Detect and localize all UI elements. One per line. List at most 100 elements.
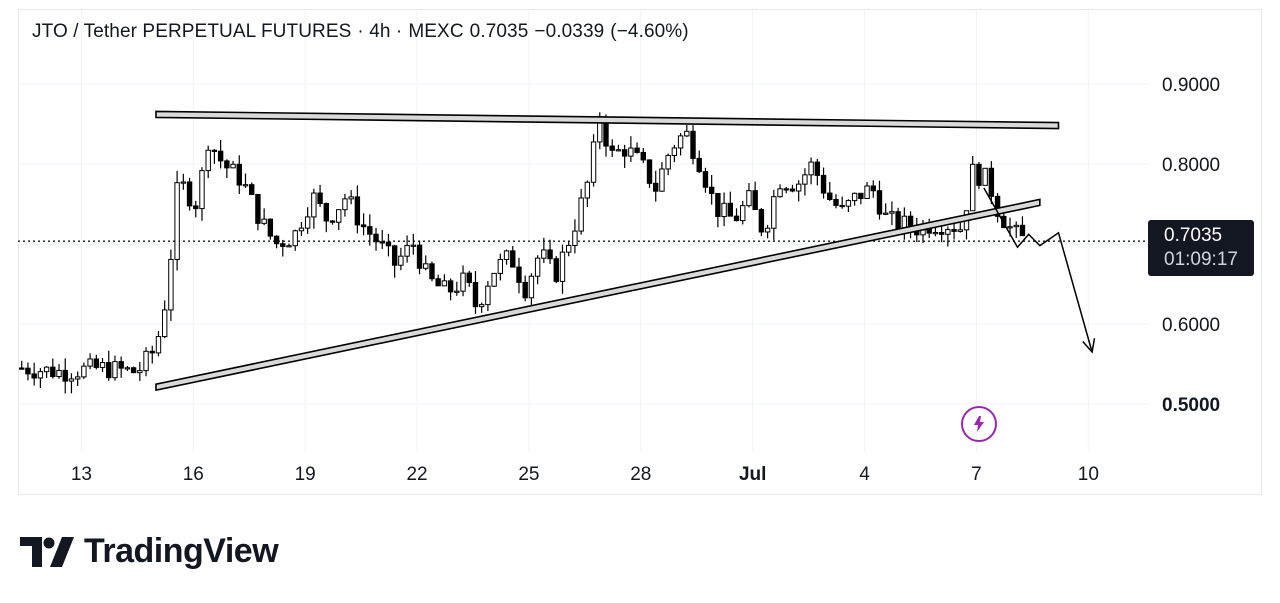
candle-body [640, 151, 646, 161]
candle-body [56, 369, 62, 378]
symbol-name[interactable]: JTO / Tether PERPETUAL FUTURES [32, 21, 352, 42]
candle-body [789, 188, 796, 192]
candle-body [621, 149, 628, 157]
candle-body [62, 369, 68, 382]
candle-body [497, 259, 504, 274]
candle-body [566, 244, 572, 253]
candle-body [615, 149, 622, 152]
candle-body [360, 224, 367, 228]
tradingview-logo-icon [20, 536, 74, 567]
candle-body [441, 280, 448, 287]
candle-body [858, 192, 864, 199]
tradingview-logo[interactable]: TradingView [20, 532, 279, 571]
x-tick-label: 16 [183, 464, 204, 485]
candle-body [404, 244, 410, 257]
candle-body [752, 190, 758, 211]
candle-body [485, 285, 491, 306]
x-tick-label: 22 [406, 464, 427, 485]
candle-body [286, 245, 292, 248]
candle-body [746, 190, 752, 207]
candle-body [708, 186, 715, 194]
candle-body [99, 362, 106, 368]
interval-label[interactable]: · 4h · [357, 21, 403, 42]
y-tick-label: 0.6000 [1162, 315, 1220, 336]
candle-body [814, 161, 821, 176]
candle-body [367, 226, 373, 235]
candle-body [466, 272, 472, 283]
candle-body [74, 376, 81, 380]
candle-body [143, 350, 149, 372]
candle-body [186, 181, 193, 207]
candle-body [106, 362, 112, 379]
candle-body [553, 258, 559, 282]
candle-body [740, 205, 746, 222]
candle-body [783, 188, 789, 191]
candle-body [851, 192, 858, 202]
candle-body [31, 373, 37, 379]
y-tick-label: 0.5000 [1162, 395, 1220, 416]
last-price-value: 0.7035 [1164, 225, 1223, 246]
chart-header: JTO / Tether PERPETUAL FUTURES · 4h · MEXC… [32, 21, 695, 43]
candle-body [510, 250, 516, 268]
candle-body [255, 193, 261, 224]
candle-body [261, 218, 267, 224]
candle-body [696, 157, 702, 173]
candle-body [180, 181, 187, 184]
candle-body [839, 204, 845, 208]
candle-body [391, 245, 398, 266]
candle-body [336, 209, 342, 223]
candle-body [292, 230, 298, 247]
candle-body [410, 244, 417, 247]
candle-body [199, 170, 205, 210]
candle-body [224, 160, 230, 169]
candle-body [864, 185, 870, 199]
x-tick-label: 10 [1078, 464, 1099, 485]
y-tick-label: 0.9000 [1162, 75, 1220, 96]
x-tick-label: 7 [971, 464, 982, 485]
candle-body [311, 192, 317, 218]
projection-arrowhead [1082, 338, 1096, 354]
x-tick-label: 25 [518, 464, 539, 485]
candle-body [68, 378, 75, 382]
candle-body [298, 227, 305, 232]
last-price-label: 0.7035 [469, 21, 529, 42]
projection-arrow [983, 187, 1093, 353]
candle-body [478, 304, 485, 308]
candle-body [795, 183, 802, 192]
candle-body [112, 361, 118, 379]
candle-body [758, 209, 765, 233]
candle-body [727, 202, 734, 217]
candle-body [435, 278, 441, 287]
candle-body [155, 336, 162, 354]
last-price-tag: 0.7035 01:09:17 [1148, 220, 1254, 276]
candle-body [385, 241, 392, 247]
candle-body [957, 229, 963, 232]
candle-body [447, 280, 454, 293]
candle-body [317, 192, 323, 204]
candle-body [130, 367, 137, 374]
candle-body [659, 168, 665, 192]
candle-body [211, 149, 218, 152]
candle-body [423, 263, 429, 269]
candle-body [764, 227, 771, 233]
candle-body [628, 147, 634, 157]
candle-body [217, 150, 224, 162]
candle-body [267, 218, 274, 237]
candle-body [547, 249, 553, 260]
candle-body [118, 361, 124, 369]
candle-body [534, 257, 541, 277]
lightning-bolt-icon[interactable] [961, 406, 997, 442]
candle-body [938, 232, 945, 235]
candle-body [516, 266, 522, 283]
candle-body [895, 211, 901, 230]
candle-body [690, 130, 696, 159]
candle-body [236, 163, 242, 186]
candle-body [721, 202, 727, 218]
candle-body [37, 371, 44, 379]
candle-body [646, 159, 653, 184]
candle-body [808, 161, 814, 176]
x-tick-label: 19 [295, 464, 316, 485]
x-tick-label: 28 [630, 464, 651, 485]
candle-body [43, 366, 50, 373]
